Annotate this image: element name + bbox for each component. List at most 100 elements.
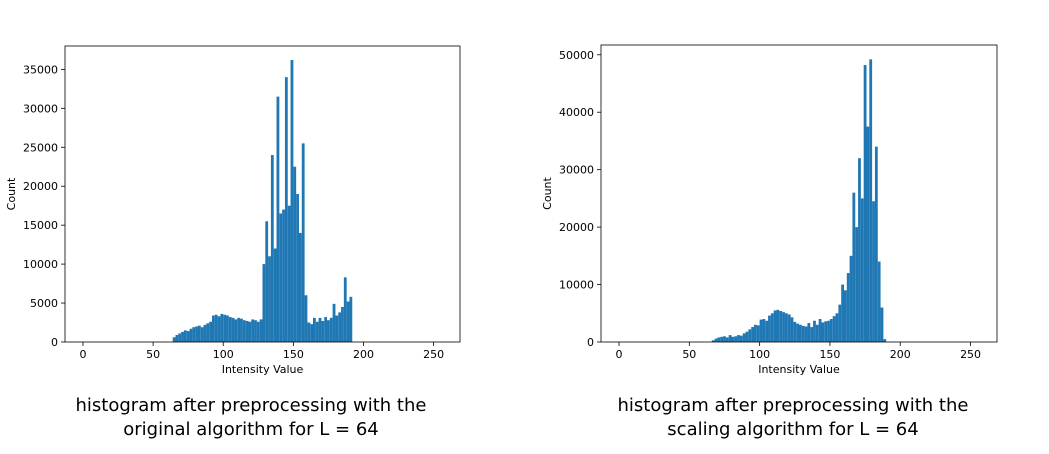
y-tick-label: 25000 [23, 141, 58, 154]
bar [751, 327, 754, 342]
bar [192, 327, 196, 342]
bar [332, 303, 336, 342]
bar [183, 330, 187, 342]
y-tick-label: 30000 [23, 102, 58, 115]
bar [343, 277, 347, 342]
bar [349, 296, 353, 342]
bar [835, 313, 839, 342]
x-tick-label: 200 [890, 348, 911, 361]
bar [223, 314, 227, 342]
bar [341, 306, 344, 342]
bar [838, 304, 842, 342]
y-tick-label: 20000 [23, 180, 58, 193]
y-tick-label: 15000 [23, 219, 58, 232]
bar [270, 155, 274, 342]
bar [725, 337, 729, 342]
bar [240, 318, 243, 342]
bar [234, 319, 238, 342]
bar [723, 336, 726, 342]
bar [209, 321, 213, 342]
bar [254, 320, 257, 342]
bar [863, 65, 867, 342]
x-tick-label: 200 [353, 348, 374, 361]
bar [259, 319, 263, 342]
y-tick-label: 0 [51, 336, 58, 349]
x-tick-label: 50 [682, 348, 696, 361]
bar [282, 209, 285, 342]
bar [268, 256, 271, 342]
x-tick-label: 0 [616, 348, 623, 361]
bar [290, 60, 294, 342]
bar [821, 322, 825, 342]
y-axis-label: Count [541, 176, 554, 209]
bar [262, 264, 266, 342]
bar [796, 323, 799, 342]
bar [242, 320, 246, 342]
bar [852, 192, 856, 342]
bar [206, 323, 210, 342]
y-tick-label: 30000 [559, 164, 594, 177]
bar [214, 314, 218, 342]
bar [338, 312, 342, 342]
bar [276, 96, 280, 342]
x-tick-label: 100 [213, 348, 234, 361]
bar [186, 331, 190, 342]
y-axis-label: Count [5, 177, 18, 210]
bar [779, 310, 783, 342]
x-tick-label: 250 [960, 348, 981, 361]
bar [846, 273, 850, 342]
bar [307, 322, 311, 342]
bar [880, 307, 884, 342]
bar [841, 284, 844, 342]
bar [237, 317, 241, 342]
bar [228, 317, 232, 342]
bar [181, 331, 184, 342]
bar [720, 336, 724, 342]
bar [759, 319, 763, 342]
bar [810, 327, 814, 342]
bar [298, 232, 302, 342]
caption: histogram after preprocessing with the o… [75, 395, 427, 440]
bar [818, 319, 822, 342]
bar [827, 320, 830, 342]
x-tick-label: 50 [146, 348, 160, 361]
bar [804, 326, 808, 342]
bar [807, 323, 811, 342]
bar [745, 331, 749, 342]
plot-frame [600, 44, 998, 343]
x-tick-label: 0 [79, 348, 86, 361]
y-tick-label: 0 [587, 336, 594, 349]
bar [813, 320, 816, 342]
bar [824, 321, 828, 342]
bar [787, 314, 791, 342]
bar [195, 326, 198, 342]
bar [728, 335, 732, 342]
bar [226, 315, 229, 342]
bar [731, 336, 735, 342]
bar [203, 324, 207, 342]
bar [748, 329, 752, 342]
bar [346, 301, 350, 342]
bar [869, 59, 873, 343]
bar [273, 248, 277, 342]
bar [310, 324, 313, 342]
bar [801, 325, 805, 342]
bar [799, 324, 802, 342]
bar [301, 143, 305, 342]
y-tick-label: 10000 [559, 279, 594, 292]
bar [883, 339, 887, 342]
bar [815, 324, 819, 342]
bar [178, 333, 182, 342]
bar [248, 321, 252, 342]
bar [324, 317, 328, 342]
bar [189, 328, 193, 342]
bar [776, 309, 780, 342]
bar [296, 194, 299, 342]
bar [737, 335, 740, 342]
bar [714, 338, 718, 342]
bar [832, 316, 836, 342]
y-tick-label: 40000 [559, 106, 594, 119]
bar [858, 158, 861, 342]
bar [327, 320, 330, 342]
